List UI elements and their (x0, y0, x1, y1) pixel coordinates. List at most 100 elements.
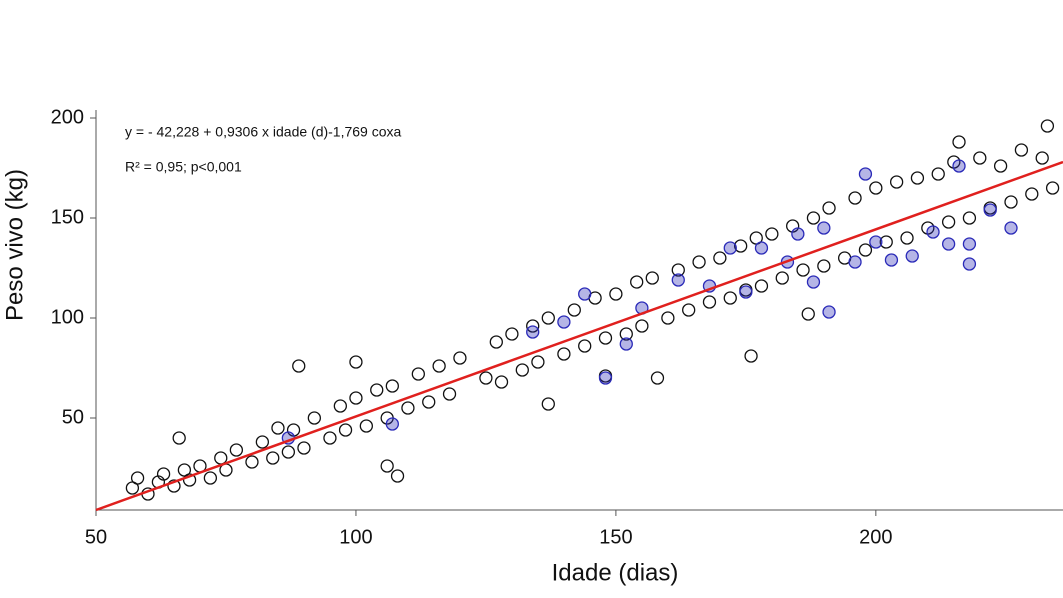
point (952, 135, 966, 149)
point (754, 279, 769, 293)
point (172, 431, 186, 445)
point (531, 355, 545, 369)
point (245, 455, 259, 469)
point-series (281, 159, 1018, 445)
point (671, 273, 685, 287)
point (817, 259, 831, 273)
point (952, 159, 966, 173)
point (806, 211, 821, 225)
x-tick-label: 150 (599, 526, 632, 548)
point (879, 235, 893, 249)
point (723, 241, 737, 255)
point-series (125, 119, 1060, 501)
point (557, 347, 571, 361)
point (926, 225, 940, 239)
point (650, 371, 665, 385)
r-squared: R² = 0,95; p<0,001 (125, 159, 242, 175)
point (203, 471, 218, 485)
point (1004, 221, 1018, 235)
point (1045, 181, 1060, 195)
point (167, 479, 181, 493)
point (453, 351, 467, 365)
point (619, 337, 633, 351)
y-tick-label: 100 (51, 306, 84, 328)
point (869, 181, 883, 195)
point (266, 451, 280, 465)
equation: y = - 42,228 + 0,9306 x idade (d)-1,769 … (125, 124, 402, 140)
point (692, 255, 706, 269)
point (765, 227, 779, 241)
point (541, 311, 555, 325)
point (796, 263, 810, 277)
point (635, 319, 649, 333)
point (598, 331, 613, 345)
point (214, 451, 228, 465)
point (962, 211, 977, 225)
point (598, 371, 613, 385)
point (744, 349, 758, 363)
point (411, 367, 425, 381)
x-tick-label: 50 (85, 526, 107, 548)
point (1035, 151, 1049, 165)
point (941, 215, 956, 229)
point (489, 335, 503, 349)
point (702, 295, 717, 309)
point (723, 291, 737, 305)
point (962, 257, 977, 271)
y-tick-label: 150 (51, 206, 84, 228)
point (271, 421, 285, 435)
point (822, 201, 836, 215)
point (359, 419, 373, 433)
point (848, 191, 862, 205)
point (442, 387, 457, 401)
point (515, 363, 529, 377)
point (848, 255, 862, 269)
point (255, 435, 270, 449)
point (422, 395, 436, 409)
point (754, 241, 769, 255)
point (578, 287, 592, 301)
point (775, 271, 789, 285)
point (910, 171, 925, 185)
point (307, 411, 322, 425)
point (1004, 195, 1018, 209)
point (645, 271, 659, 285)
point (817, 221, 831, 235)
point (905, 249, 919, 263)
y-axis-title: Peso vivo (kg) (1, 169, 28, 321)
point (370, 383, 384, 397)
point (494, 375, 509, 389)
point (479, 371, 493, 385)
point (900, 231, 914, 245)
point (1040, 119, 1055, 133)
point (292, 359, 306, 373)
point (578, 339, 592, 353)
point (526, 325, 540, 339)
point (739, 285, 753, 299)
point (323, 431, 337, 445)
point (806, 275, 821, 289)
point (1025, 187, 1039, 201)
point (156, 467, 171, 481)
point (385, 379, 399, 393)
point (1014, 143, 1029, 157)
point (993, 159, 1008, 173)
point (182, 473, 197, 487)
point (333, 399, 347, 413)
x-tick-label: 200 (859, 526, 892, 548)
point (349, 355, 363, 369)
point (630, 275, 644, 289)
point (229, 443, 244, 457)
point (338, 423, 353, 437)
point (941, 237, 956, 251)
point (567, 303, 581, 317)
point (619, 327, 633, 341)
point (973, 151, 987, 165)
point (390, 469, 405, 483)
point (401, 401, 415, 415)
point (432, 359, 446, 373)
point (884, 253, 899, 267)
point (297, 441, 311, 455)
point (130, 471, 145, 485)
